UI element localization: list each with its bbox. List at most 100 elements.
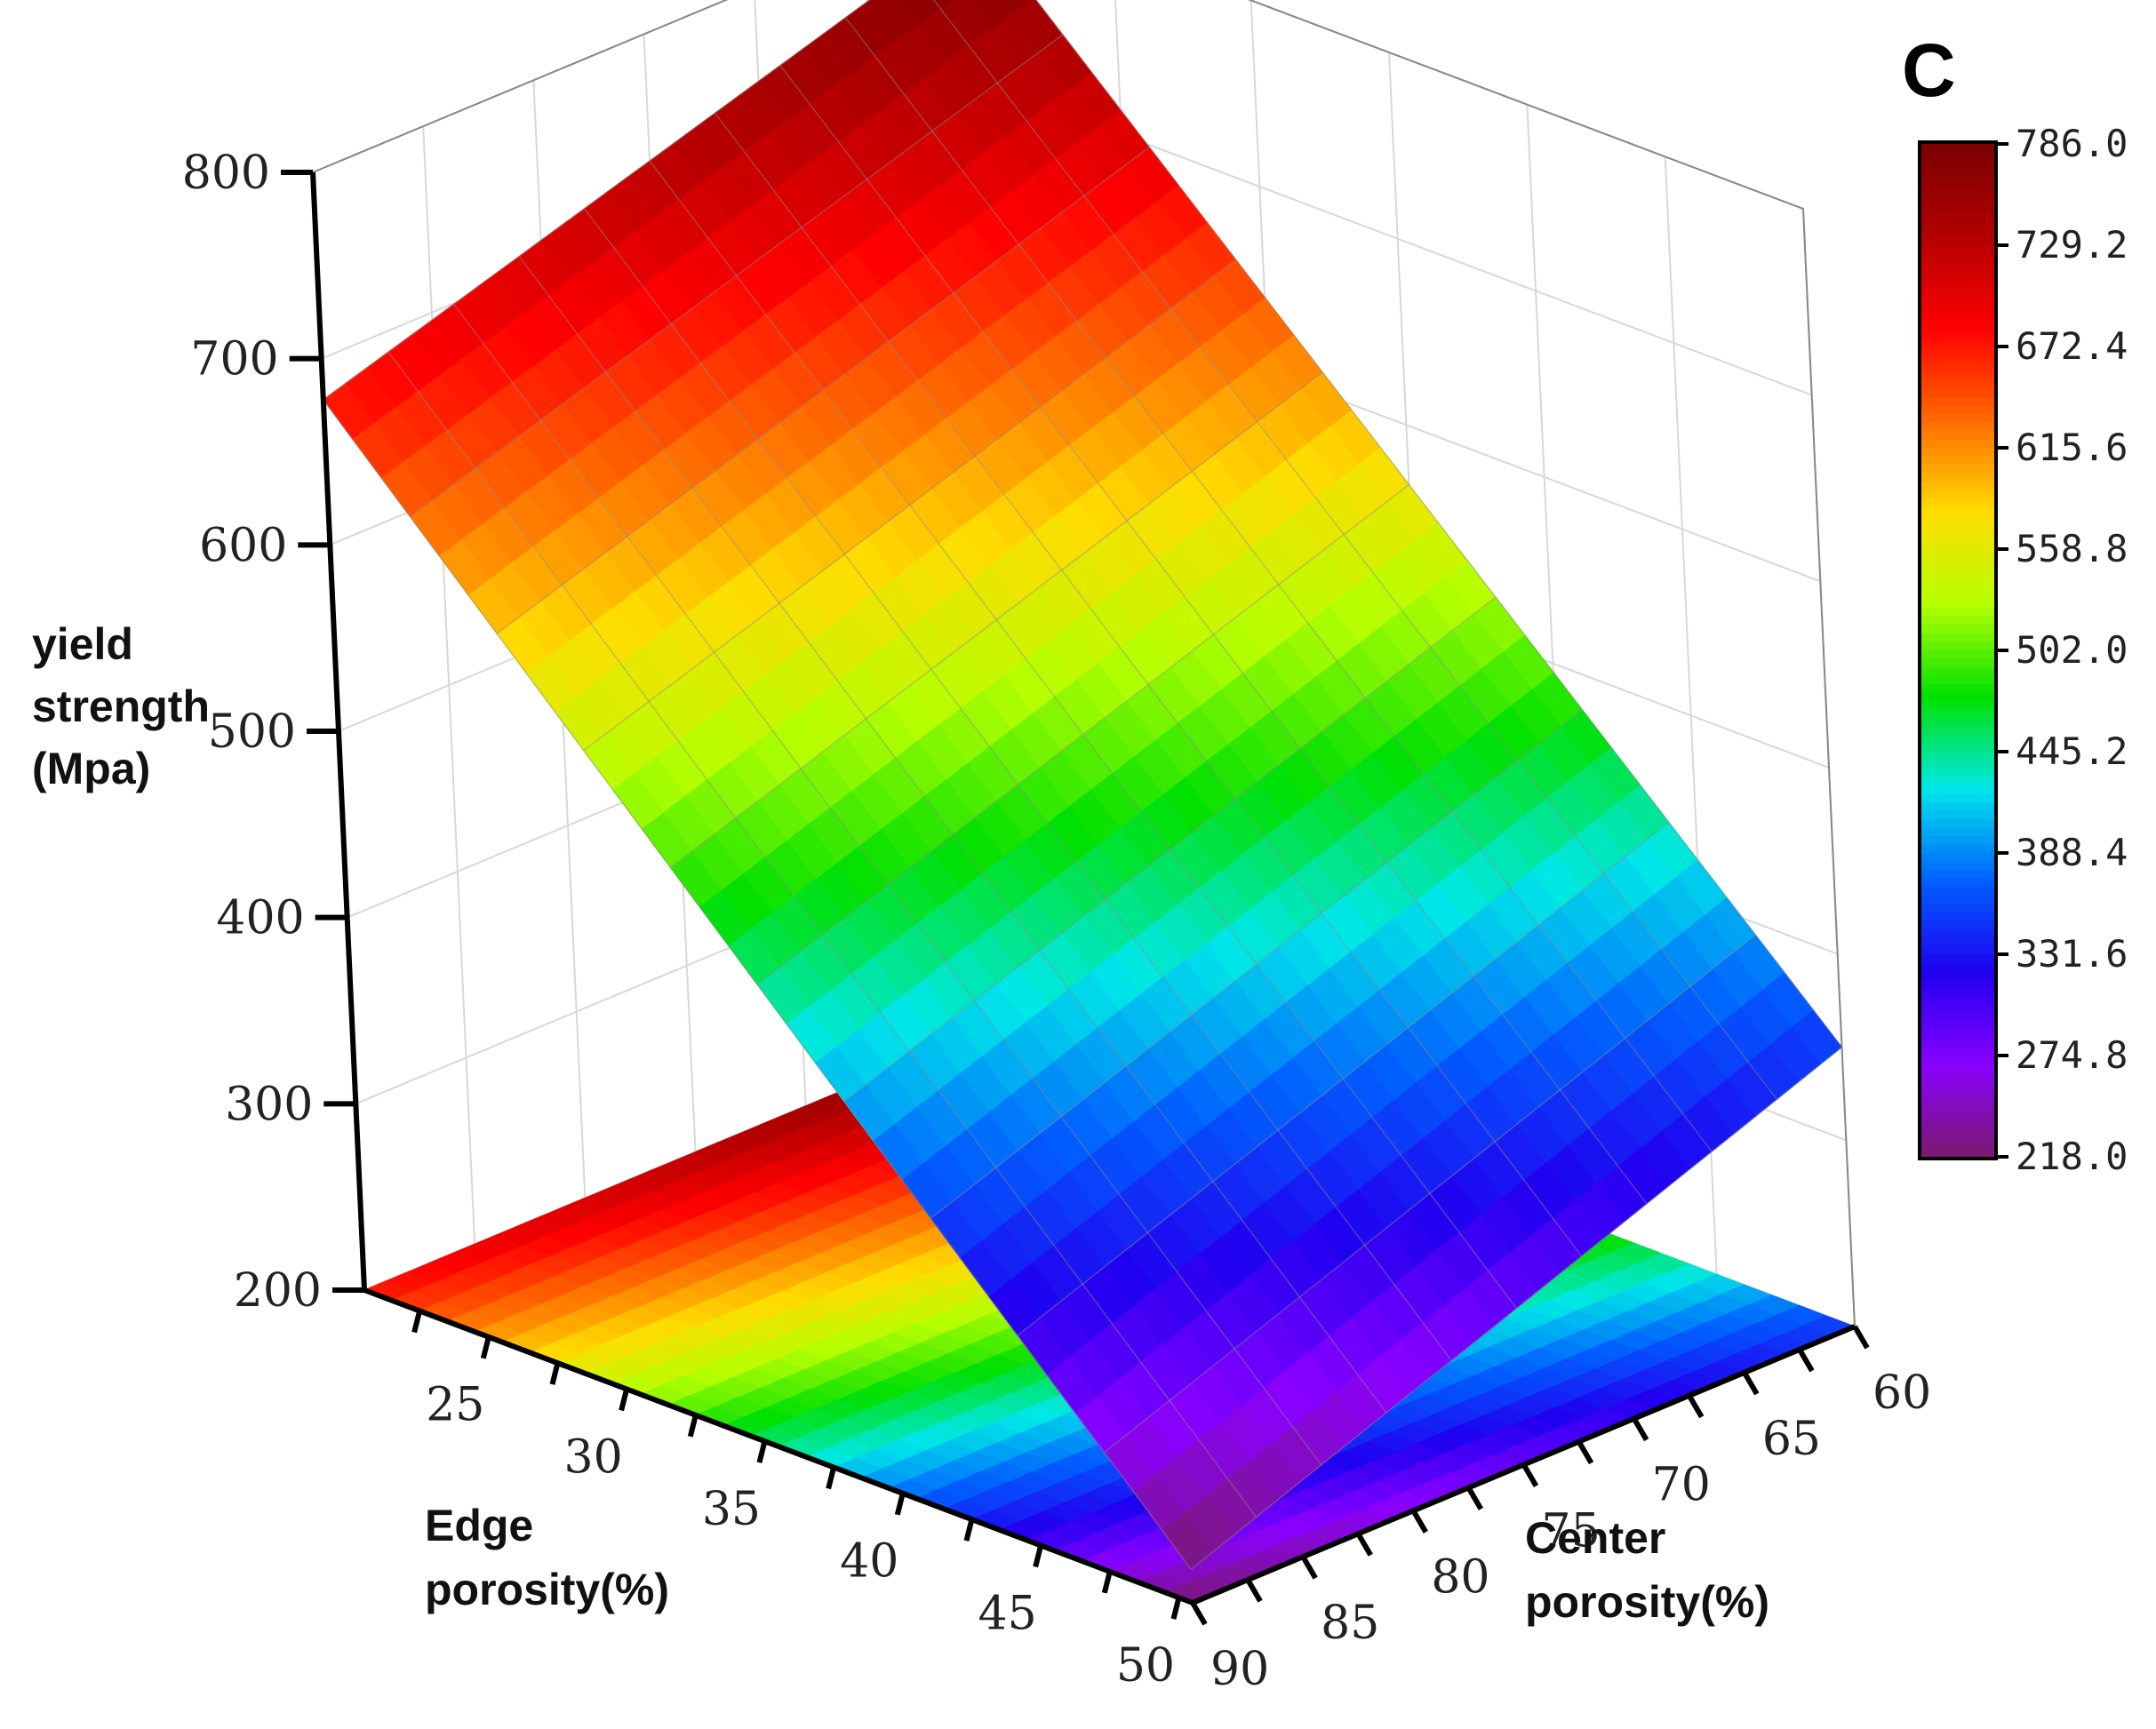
- colorbar-band: [1920, 253, 1996, 263]
- colorbar-band: [1920, 363, 1996, 373]
- colorbar-band: [1920, 566, 1996, 576]
- colorbar-band: [1920, 1114, 1996, 1124]
- z-tick-label: 300: [225, 1078, 313, 1131]
- colorbar-band: [1920, 760, 1996, 769]
- colorbar-band: [1920, 532, 1996, 542]
- x-tick: [1101, 1571, 1113, 1594]
- colorbar-band: [1920, 726, 1996, 736]
- x-axis-title: Edge porosity(%): [425, 1501, 669, 1614]
- colorbar-band: [1920, 506, 1996, 516]
- mesh-line: [518, 256, 1387, 1414]
- colorbar-band: [1920, 667, 1996, 677]
- y-title-line: porosity(%): [1525, 1577, 1769, 1627]
- colorbar-tick-label: 274.8: [2016, 1033, 2128, 1077]
- mesh-line: [779, 65, 1648, 1205]
- colorbar-band: [1920, 279, 1996, 289]
- colorbar-band: [1920, 380, 1996, 390]
- colorbar-band: [1920, 1013, 1996, 1023]
- mesh-line: [583, 259, 1237, 752]
- z-title-line: (Mpa): [32, 744, 150, 793]
- x-tick: [894, 1493, 906, 1516]
- colorbar-band: [1920, 228, 1996, 238]
- colorbar-band: [1920, 701, 1996, 711]
- colorbar-band: [1920, 675, 1996, 685]
- colorbar-band: [1920, 1089, 1996, 1099]
- colorbar-band: [1920, 549, 1996, 559]
- colorbar-band: [1920, 1106, 1996, 1116]
- mesh-line: [1190, 1046, 1842, 1570]
- colorbar-band: [1920, 650, 1996, 660]
- colorbar-tick-label: 502.0: [2016, 628, 2128, 672]
- mesh-line: [496, 146, 1150, 634]
- x-tick-label: 25: [426, 1379, 484, 1432]
- colorbar-band: [1920, 996, 1996, 1006]
- colorbar-band: [1920, 591, 1996, 601]
- y-tick-label: 60: [1873, 1366, 1931, 1420]
- colorbar-band: [1920, 498, 1996, 508]
- colorbar-tick-label: 331.6: [2016, 932, 2128, 976]
- y-tick: [1852, 1325, 1870, 1350]
- colorbar-band: [1920, 304, 1996, 314]
- y-tick: [1797, 1348, 1815, 1373]
- colorbar-band: [1920, 979, 1996, 989]
- colorbar-tick-label: 445.2: [2016, 729, 2128, 773]
- mesh-line: [932, 0, 1777, 1100]
- colorbar-band: [1920, 904, 1996, 913]
- colorbar-band: [1920, 448, 1996, 458]
- surface-cell: [933, 0, 951, 9]
- colorbar-band: [1920, 793, 1996, 803]
- colorbar-band: [1920, 709, 1996, 719]
- colorbar-band: [1920, 388, 1996, 398]
- colorbar-band: [1920, 1005, 1996, 1015]
- colorbar-band: [1920, 600, 1996, 610]
- colorbar-band: [1920, 347, 1996, 356]
- x-tick: [687, 1414, 699, 1438]
- y-tick-label: 75: [1542, 1505, 1601, 1558]
- colorbar-band: [1920, 785, 1996, 795]
- colorbar-band: [1920, 718, 1996, 728]
- colorbar-band: [1920, 853, 1996, 863]
- colorbar-tick-label: 218.0: [2016, 1135, 2128, 1178]
- mesh-line: [669, 371, 1323, 868]
- colorbar-band: [1920, 465, 1996, 474]
- colorbar-band: [1920, 313, 1996, 323]
- x-tick-label: 30: [563, 1430, 622, 1484]
- colorbar-band: [1920, 1022, 1996, 1032]
- colorbar-band: [1920, 937, 1996, 947]
- colorbar-band: [1920, 439, 1996, 449]
- y-tick: [1190, 1601, 1208, 1626]
- mesh-line: [756, 483, 1409, 985]
- colorbar-band: [1920, 330, 1996, 339]
- colorbar-band: [1920, 1140, 1996, 1150]
- colorbar-band: [1920, 161, 1996, 171]
- colorbar-band: [1920, 658, 1996, 668]
- colorbar-band: [1920, 692, 1996, 702]
- colorbar-band: [1920, 186, 1996, 195]
- x-axis-line: [363, 1287, 1194, 1606]
- x-tick: [1033, 1544, 1044, 1568]
- colorbar-band: [1920, 405, 1996, 415]
- z-title-line: strength: [32, 681, 210, 731]
- colorbar-tick-label: 615.6: [2016, 426, 2128, 469]
- surface-cell: [323, 383, 375, 440]
- y-title-line: Center: [1525, 1513, 1665, 1563]
- mesh-line: [1104, 934, 1756, 1454]
- colorbar-band: [1920, 414, 1996, 424]
- grid-line: [422, 126, 476, 1245]
- x-tick: [619, 1388, 630, 1412]
- z-title-line: yield: [32, 619, 133, 669]
- x-tick-label: 45: [978, 1587, 1036, 1640]
- colorbar-band: [1920, 954, 1996, 964]
- colorbar-tick-label: 786.0: [2016, 122, 2128, 165]
- y-tick-label: 70: [1652, 1459, 1711, 1512]
- colorbar-band: [1920, 397, 1996, 407]
- colorbar-band: [1920, 743, 1996, 753]
- colorbar-band: [1920, 211, 1996, 221]
- colorbar-tick-label: 388.4: [2016, 831, 2128, 874]
- axes: 200 300 400 500 600 700 800 25 30 35 40 45 50 60 65 70 7…: [182, 147, 1931, 1696]
- colorbar-band: [1920, 861, 1996, 871]
- colorbar-band: [1920, 482, 1996, 491]
- colorbar-band: [1920, 810, 1996, 820]
- y-tick: [1300, 1555, 1318, 1580]
- colorbar-band: [1920, 870, 1996, 880]
